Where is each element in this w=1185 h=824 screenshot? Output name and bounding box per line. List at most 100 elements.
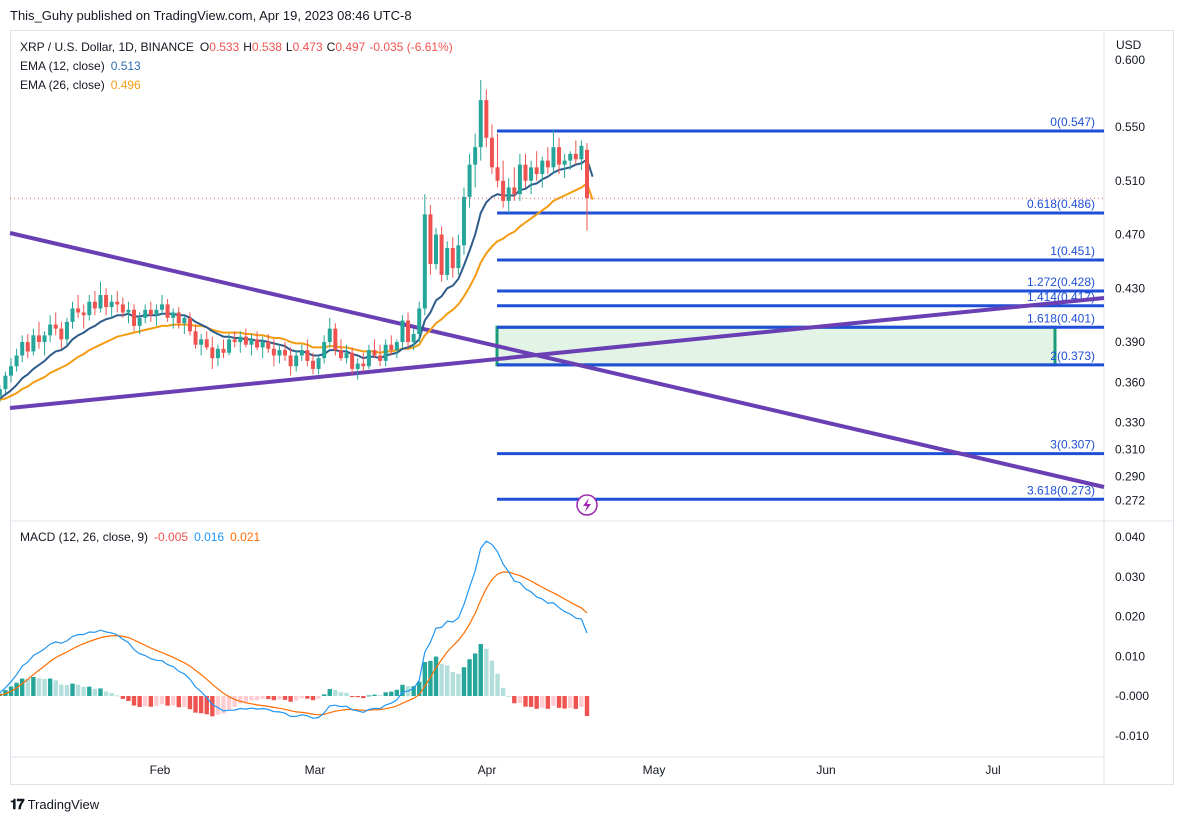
candle-body — [48, 324, 53, 336]
candle-body — [366, 350, 371, 367]
fib-level-label: 3.618(0.273) — [1027, 483, 1095, 497]
macd-histogram-bar — [310, 696, 316, 701]
macd-histogram-bar — [165, 696, 170, 706]
candle-body — [406, 320, 411, 343]
candle-body — [327, 328, 332, 343]
candle-body — [517, 164, 522, 195]
candle-body — [506, 187, 511, 201]
candle-body — [115, 301, 120, 305]
macd-histogram-bar — [120, 696, 126, 699]
price-tick: 0.600 — [1115, 53, 1145, 67]
macd-layer — [0, 540, 590, 719]
candle-body — [243, 336, 248, 345]
candle-body — [266, 342, 271, 349]
candle-body — [585, 149, 589, 199]
axes-layer: 0.600 0.550 0.510 0.470 0.430 0.390 0.360 0.330… — [10, 53, 1149, 777]
candle-body — [59, 328, 64, 340]
macd-tick: 0.020 — [1115, 610, 1145, 624]
macd-histogram-bar — [193, 696, 198, 713]
svg-text:EMA (26, close)0.496: EMA (26, close) 0.496 — [20, 78, 141, 92]
macd-histogram-bar — [562, 696, 567, 709]
macd-histogram-bar — [467, 659, 472, 696]
macd-histogram-bar — [14, 682, 19, 696]
low-label: L — [286, 40, 293, 54]
high-label: H — [243, 40, 252, 54]
macd-histogram-bar — [243, 696, 249, 703]
macd-histogram-bar — [19, 678, 25, 696]
candle-body — [338, 350, 343, 359]
lightning-icon[interactable] — [576, 494, 598, 516]
macd-histogram-bar — [3, 690, 8, 696]
macd-histogram-bar — [81, 686, 86, 696]
macd-histogram-bar — [389, 691, 394, 696]
fib-levels-layer: 0(0.547) 0.618(0.486) 1(0.451) 1.272(0.428)… — [497, 115, 1104, 501]
candle-body — [400, 320, 405, 343]
candle-body — [501, 180, 506, 201]
candle-body — [271, 348, 276, 356]
candle-body — [31, 335, 36, 352]
candle-body — [529, 167, 534, 181]
macd-histogram-bar — [349, 696, 355, 697]
candle-body — [221, 348, 226, 353]
candle-body — [193, 331, 198, 345]
candle-body — [361, 363, 366, 367]
candle-body — [42, 335, 47, 343]
macd-tick: 0.010 — [1115, 649, 1145, 663]
macd-histogram-bar — [109, 693, 114, 696]
macd-histogram-bar — [422, 661, 428, 696]
macd-histogram-bar — [551, 696, 556, 706]
candle-body — [372, 350, 377, 356]
macd-histogram-bar — [321, 694, 327, 696]
price-tick: 0.272 — [1115, 494, 1145, 508]
macd-histogram-bar — [115, 695, 120, 697]
fib-level-label: 1.272(0.428) — [1027, 275, 1095, 289]
candle-body — [14, 355, 19, 367]
macd-tick: -0.000 — [1115, 689, 1149, 703]
macd-histogram-bar — [439, 663, 444, 696]
macd-histogram-bar — [47, 678, 53, 696]
candle-body — [165, 304, 170, 318]
candle-body — [495, 167, 500, 181]
macd-histogram-bar — [456, 673, 461, 696]
close-label: C — [327, 40, 336, 54]
svg-text:XRP / U.S. Dollar, 1D, BINANCE: XRP / U.S. Dollar, 1D, BINANCE O0.533 H0.5… — [20, 40, 453, 54]
macd-histogram-bar — [266, 696, 271, 700]
macd-histogram-bar — [204, 696, 209, 715]
macd-histogram-bar — [98, 688, 103, 696]
macd-histogram-bar — [327, 689, 332, 696]
candle-body — [176, 312, 181, 324]
chart-frame-lines — [10, 30, 1174, 785]
macd-histogram-bar — [143, 696, 148, 707]
candle-body — [562, 160, 567, 165]
macd-histogram-bar — [523, 696, 528, 707]
trendlines-layer — [9, 231, 1105, 489]
candle-body — [199, 339, 204, 345]
macd-histogram-bar — [500, 687, 506, 696]
candle-body — [378, 355, 383, 361]
candle-body — [557, 147, 562, 165]
candle-body — [573, 153, 578, 160]
time-tick: Mar — [305, 763, 326, 777]
svg-text:EMA (12, close)0.513: EMA (12, close) 0.513 — [20, 59, 141, 73]
macd-histogram-bar — [573, 696, 579, 709]
macd-histogram-bar — [294, 696, 299, 701]
macd-histogram-bar — [59, 684, 64, 696]
candle-body — [305, 350, 310, 361]
ema26-label: EMA (26, close) — [20, 78, 105, 92]
macd-histogram-bar — [170, 696, 176, 706]
candle-body — [512, 187, 517, 195]
fib-level-label: 2(0.373) — [1050, 349, 1095, 363]
candle-body — [20, 342, 25, 356]
macd-histogram-bar — [232, 696, 237, 707]
macd-histogram-bar — [540, 696, 545, 708]
macd-histogram-bar — [249, 696, 254, 701]
candle-body — [227, 339, 232, 353]
candle-body — [288, 355, 293, 367]
candle-body — [484, 100, 489, 138]
fib-level-label: 3(0.307) — [1050, 438, 1095, 452]
candle-body — [545, 160, 550, 168]
candle-body — [182, 317, 187, 324]
ema12-label: EMA (12, close) — [20, 59, 105, 73]
